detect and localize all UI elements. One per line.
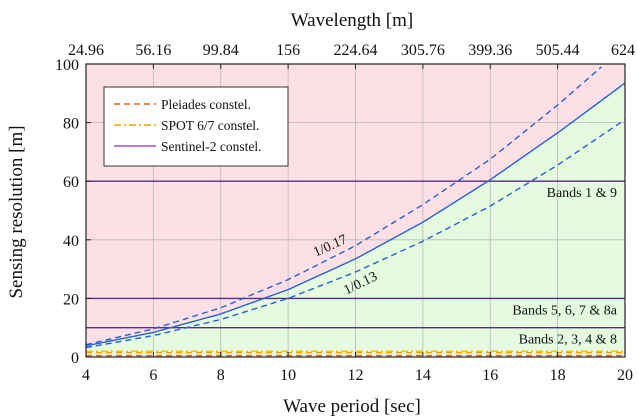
curve-line: [86, 66, 602, 346]
top-tick-label: 56.16: [135, 42, 171, 59]
x-tick-label: 8: [217, 367, 225, 384]
top-tick-label: 224.64: [334, 42, 378, 59]
top-tick-label: 505.44: [536, 42, 580, 59]
x-tick-label: 18: [550, 367, 566, 384]
legend-box: [103, 86, 289, 167]
y-tick-label: 0: [71, 350, 79, 367]
top-axis-title: Wavelength [m]: [291, 10, 413, 31]
y-tick-label: 100: [55, 57, 79, 74]
y-tick-label: 60: [63, 174, 79, 191]
x-tick-label: 16: [482, 367, 498, 384]
reference-lines: Bands 1 & 9 Bands 5, 6, 7 & 8a Bands 2, 3,…: [86, 180, 625, 357]
y-tick-label: 40: [63, 233, 79, 250]
top-tick-label: 156: [276, 42, 300, 59]
y-tick-label: 80: [63, 116, 79, 133]
x-tick-label: 6: [149, 367, 157, 384]
curve-line: [86, 119, 625, 349]
legend: Pleiades constel. SPOT 6/7 constel. Sentin…: [103, 86, 289, 167]
top-tick-label: 624: [611, 42, 635, 59]
y-tick-label: 20: [63, 291, 79, 308]
curve-line: [86, 82, 625, 347]
x-tick-label: 12: [348, 367, 364, 384]
top-tick-label: 24.96: [68, 42, 104, 59]
top-tick-label: 99.84: [203, 42, 239, 59]
y-axis-title: Sensing resolution [m]: [6, 125, 27, 298]
legend-label: Sentinel-2 constel.: [161, 139, 261, 154]
legend-label: SPOT 6/7 constel.: [161, 118, 259, 133]
x-tick-label: 10: [280, 367, 296, 384]
x-axis-title: Wave period [sec]: [283, 396, 421, 416]
legend-label: Pleiades constel.: [161, 97, 251, 112]
reference-line-label: Bands 1 & 9: [547, 186, 617, 201]
top-tick-label: 305.76: [401, 42, 445, 59]
x-tick-label: 14: [415, 367, 431, 384]
top-tick-label: 399.36: [468, 42, 512, 59]
reference-line-label: Bands 5, 6, 7 & 8a: [512, 303, 617, 318]
reference-line-label: Bands 2, 3, 4 & 8: [519, 333, 617, 348]
x-tick-label: 20: [617, 367, 633, 384]
x-tick-label: 4: [82, 367, 90, 384]
